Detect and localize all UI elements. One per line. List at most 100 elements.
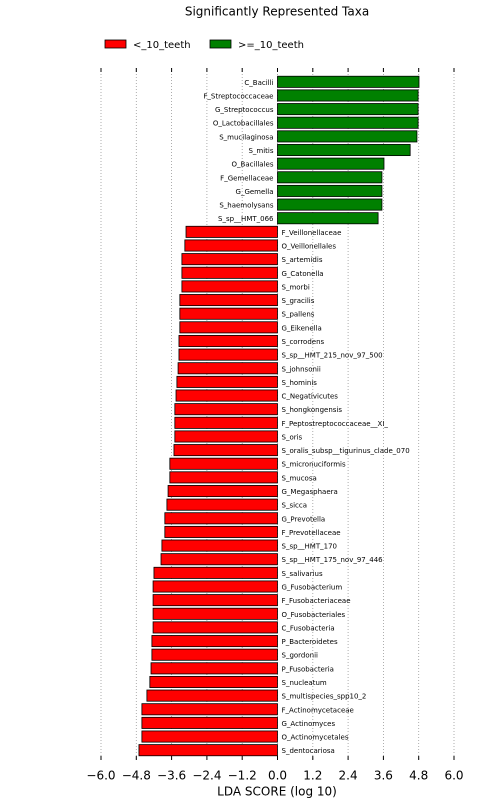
- category-label: S_mitis: [248, 147, 273, 155]
- bar: [160, 553, 278, 566]
- legend-label: >=_10_teeth: [238, 40, 304, 51]
- bar: [141, 730, 278, 743]
- category-label: O_Lactobacillales: [213, 120, 274, 128]
- x-tick-label: 1.2: [303, 769, 322, 783]
- bar: [277, 130, 418, 143]
- category-label: G_Prevotella: [282, 515, 326, 523]
- bar: [146, 689, 278, 702]
- category-label: G_Gemella: [236, 188, 274, 196]
- bar: [277, 116, 419, 129]
- bar: [150, 662, 278, 675]
- category-label: S_artemidis: [282, 256, 323, 264]
- category-label: S_pallens: [282, 311, 315, 319]
- bar: [184, 239, 278, 252]
- category-label: S_oralis_subsp__tigurinus_clade_070: [282, 447, 410, 455]
- category-label: S_mucosa: [282, 474, 317, 482]
- bar: [277, 89, 419, 102]
- category-label: S_corrodens: [282, 338, 325, 346]
- category-label: O_Veillonellales: [282, 243, 337, 251]
- category-label: S_multispecies_spp10_2: [282, 693, 367, 701]
- bar: [181, 253, 278, 266]
- x-axis-label: LDA SCORE (log 10): [217, 785, 337, 799]
- category-label: O_Actinomycetales: [282, 734, 349, 742]
- x-tick-label: 0.0: [268, 769, 287, 783]
- category-label: S_micronuciformis: [282, 461, 346, 469]
- bar: [177, 362, 278, 375]
- category-label: S_dentocariosa: [282, 747, 335, 755]
- category-label: O_Fusobacteriales: [282, 611, 346, 619]
- bar: [152, 594, 278, 607]
- bar: [181, 266, 278, 279]
- bar: [277, 212, 379, 225]
- legend-label: <_10_teeth: [133, 40, 191, 51]
- bar: [277, 103, 419, 116]
- bar: [277, 198, 383, 211]
- category-label: S_salivarius: [282, 570, 323, 578]
- bar: [152, 621, 278, 634]
- category-label: G_Catonella: [282, 270, 324, 278]
- bar: [174, 430, 278, 443]
- bar: [164, 512, 278, 525]
- category-label: G_Actinomyces: [282, 720, 336, 728]
- x-tick-label: 3.6: [374, 769, 393, 783]
- category-label: S_sp__HMT_066: [218, 215, 274, 223]
- category-label: O_Bacillales: [232, 161, 274, 169]
- bar: [175, 389, 278, 402]
- category-label: S_morbi: [282, 283, 310, 291]
- category-label: G_Fusobacterium: [282, 584, 343, 592]
- bar: [173, 444, 278, 457]
- x-tick-label: −3.6: [157, 769, 186, 783]
- bar: [179, 294, 278, 307]
- bar: [277, 171, 383, 184]
- bar: [169, 471, 278, 484]
- category-label: F_Actinomycetaceae: [282, 706, 354, 714]
- bar: [169, 457, 278, 470]
- category-label: F_Fusobacteriaceae: [282, 597, 351, 605]
- category-label: S_sicca: [282, 502, 308, 510]
- category-label: F_Peptostreptococcaceae__XI_: [282, 420, 389, 428]
- bar: [138, 744, 278, 757]
- bar: [166, 498, 278, 511]
- bar: [153, 566, 278, 579]
- bar: [179, 321, 278, 334]
- category-label: S_mucilaginosa: [219, 133, 273, 141]
- category-label: C_Bacilli: [244, 79, 273, 87]
- bar: [151, 635, 278, 648]
- bar: [176, 375, 278, 388]
- x-tick-label: 4.8: [409, 769, 428, 783]
- category-label: S_oris: [282, 433, 303, 441]
- legend-swatch: [104, 39, 127, 49]
- x-tick-label: −2.4: [192, 769, 221, 783]
- bar: [167, 485, 278, 498]
- category-label: F_Streptococcaceae: [203, 92, 273, 100]
- category-label: P_Bacteroidetes: [282, 638, 338, 646]
- x-tick-label: −1.2: [228, 769, 257, 783]
- category-label: S_hominis: [282, 379, 318, 387]
- bar: [178, 334, 278, 347]
- category-label: S_hongkongensis: [282, 406, 343, 414]
- x-tick-label: 6.0: [444, 769, 463, 783]
- category-label: P_Fusobacteria: [282, 665, 334, 673]
- category-label: S_sp__HMT_170: [282, 543, 337, 551]
- bar: [277, 144, 411, 157]
- bar: [164, 525, 278, 538]
- bar: [141, 716, 278, 729]
- bar: [179, 307, 278, 320]
- category-label: F_Veillonellaceae: [282, 229, 342, 237]
- bar: [174, 403, 278, 416]
- category-label: F_Gemellaceae: [220, 174, 273, 182]
- bar: [178, 348, 278, 361]
- x-tick-label: −4.8: [122, 769, 151, 783]
- bar: [277, 75, 420, 88]
- bar: [149, 675, 278, 688]
- category-label: S_haemolysans: [219, 202, 274, 210]
- bar: [181, 280, 278, 293]
- bar: [277, 184, 383, 197]
- category-label: S_johnsonii: [282, 365, 321, 373]
- category-label: G_Streptococcus: [215, 106, 274, 114]
- bar: [152, 580, 278, 593]
- chart-title: Significantly Represented Taxa: [185, 5, 369, 19]
- bar: [141, 703, 278, 716]
- bar: [161, 539, 278, 552]
